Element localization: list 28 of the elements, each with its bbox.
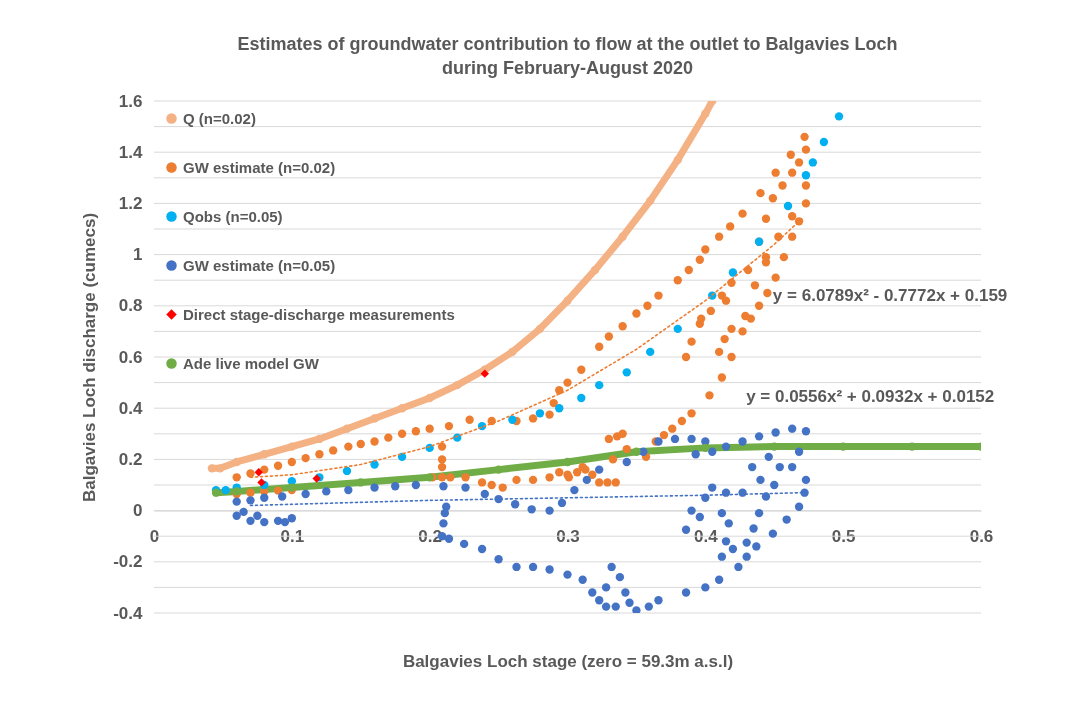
x-tick-label: 0 bbox=[149, 527, 160, 547]
y-tick-label: -0.4 bbox=[113, 603, 144, 623]
y-tick-label: 0.6 bbox=[118, 347, 143, 367]
y-tick-label: 1.6 bbox=[118, 91, 143, 111]
legend-label: GW estimate (n=0.05) bbox=[183, 256, 336, 274]
legend-label: Ade live model GW bbox=[183, 354, 320, 372]
y-tick-label: 0.8 bbox=[118, 296, 143, 316]
x-tick-label: 0.6 bbox=[969, 527, 994, 547]
legend-label: Direct stage-discharge measurements bbox=[183, 305, 455, 323]
legend-label: Qobs (n=0.05) bbox=[183, 207, 283, 225]
y-axis-title: Balgavies Loch discharge (cumecs) bbox=[80, 212, 100, 503]
annotation: y = 6.0789x² - 0.7772x + 0.159 bbox=[772, 285, 1008, 305]
y-tick-label: 1 bbox=[133, 245, 143, 265]
chart-title: Estimates of groundwater contribution to flow at the outlet to Balgavies Loch during February-August 2020 bbox=[237, 34, 898, 78]
x-axis-title: Balgavies Loch stage (zero = 59.3m a.s.l) bbox=[402, 651, 734, 671]
annotation: y = 0.0556x² + 0.0932x + 0.0152 bbox=[746, 386, 995, 406]
x-tick-label: 0.5 bbox=[831, 527, 856, 547]
y-tick-label: 1.4 bbox=[118, 142, 144, 162]
y-tick-label: -0.2 bbox=[113, 552, 143, 572]
y-tick-label: 0.4 bbox=[118, 398, 144, 418]
x-tick-label: 0.1 bbox=[280, 527, 305, 547]
y-tick-label: 0.2 bbox=[118, 449, 143, 469]
legend-label: Q (n=0.02) bbox=[183, 109, 256, 127]
y-tick-label: 1.2 bbox=[118, 193, 143, 213]
legend-label: GW estimate (n=0.02) bbox=[183, 158, 336, 176]
x-tick-label: 0.4 bbox=[694, 527, 719, 547]
y-tick-label: 0 bbox=[133, 501, 143, 521]
x-tick-label: 0.3 bbox=[556, 527, 580, 547]
